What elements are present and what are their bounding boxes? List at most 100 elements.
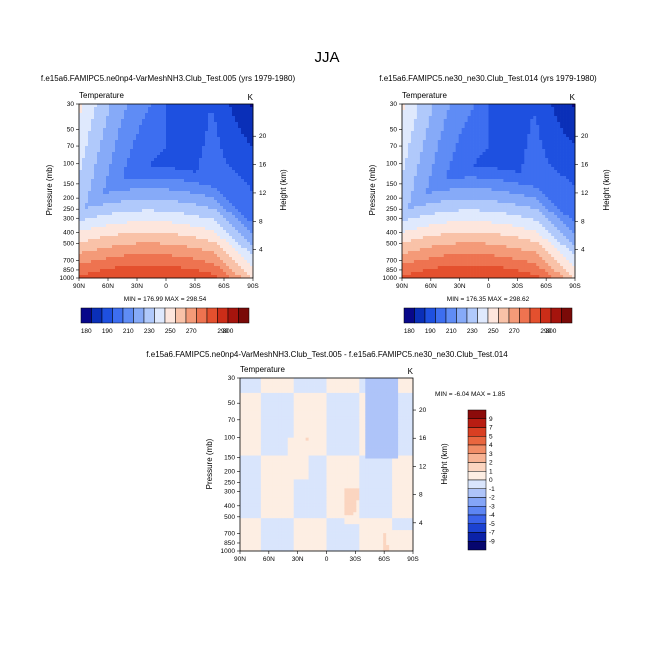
right-contour-cell: [506, 167, 510, 171]
left-contour-cell: [106, 224, 110, 228]
right-contour-cell: [500, 131, 504, 135]
left-contour-cell: [247, 251, 251, 255]
left-contour-cell: [118, 242, 122, 246]
right-contour-cell: [545, 173, 549, 177]
left-contour-cell: [157, 155, 161, 159]
right-contour-cell: [548, 167, 552, 171]
left-contour-cell: [184, 233, 188, 237]
left-contour-cell: [85, 266, 89, 270]
right-contour-cell: [434, 116, 439, 120]
left-contour-cell: [238, 191, 242, 195]
left-contour-cell: [229, 110, 233, 114]
left-contour-cell: [205, 218, 209, 222]
left-contour-cell: [160, 272, 164, 276]
left-contour-cell: [202, 260, 206, 264]
left-contour-cell: [175, 242, 179, 246]
left-contour-cell: [130, 146, 134, 150]
left-contour-cell: [199, 200, 203, 204]
right-contour-cell: [404, 125, 409, 129]
right-contour-cell: [452, 128, 457, 132]
left-contour-cell: [124, 104, 128, 108]
left-contour-cell: [175, 254, 179, 258]
left-contour-cell: [217, 203, 221, 207]
left-contour-cell: [151, 134, 155, 138]
right-contour-cell: [434, 107, 439, 111]
left-contour-cell: [79, 224, 83, 228]
left-contour-cell: [184, 179, 188, 183]
left-contour-cell: [226, 158, 230, 162]
right-contour-cell: [533, 107, 537, 111]
right-contour-cell: [566, 164, 570, 168]
right-contour-cell: [503, 161, 507, 165]
left-contour-cell: [214, 239, 218, 243]
left-contour-cell: [202, 122, 206, 126]
left-contour-cell: [193, 164, 197, 168]
left-contour-cell: [244, 194, 248, 198]
right-contour-cell: [407, 173, 412, 177]
left-contour-cell: [91, 185, 95, 189]
right-contour-cell: [557, 113, 561, 117]
left-contour-cell: [181, 200, 185, 204]
right-contour-cell: [503, 176, 507, 180]
left-contour-cell: [169, 173, 173, 177]
right-contour-cell: [419, 107, 424, 111]
left-contour-cell: [160, 167, 164, 171]
left-contour-cell: [199, 191, 203, 195]
left-contour-cell: [79, 275, 83, 279]
right-contour-cell: [458, 140, 462, 144]
right-contour-cell: [467, 107, 471, 111]
left-contour-cell: [178, 170, 182, 174]
left-contour-cell: [157, 182, 161, 186]
left-contour-cell: [130, 191, 134, 195]
right-contour-cell: [494, 104, 498, 108]
left-contour-cell: [190, 155, 194, 159]
left-contour-cell: [250, 191, 254, 195]
left-contour-cell: [196, 122, 200, 126]
left-contour-cell: [226, 209, 230, 213]
left-contour-cell: [160, 104, 164, 108]
right-contour-cell: [422, 128, 427, 132]
left-contour-cell: [106, 200, 110, 204]
left-contour-cell: [100, 197, 104, 201]
left-contour-cell: [199, 221, 203, 225]
left-contour-cell: [196, 161, 200, 165]
left-contour-cell: [184, 266, 188, 270]
left-contour-cell: [133, 173, 137, 177]
left-contour-cell: [166, 158, 170, 162]
left-contour-cell: [157, 137, 161, 141]
right-contour-cell: [542, 176, 546, 180]
right-contour-cell: [527, 176, 531, 180]
left-contour-cell: [229, 188, 233, 192]
left-contour-cell: [127, 221, 131, 225]
right-contour-cell: [410, 137, 415, 141]
right-contour-cell: [402, 131, 406, 135]
left-contour-cell: [172, 233, 176, 237]
right-contour-cell: [566, 143, 570, 147]
right-contour-cell: [545, 107, 549, 111]
left-contour-cell: [223, 233, 227, 237]
left-contour-cell: [178, 137, 182, 141]
left-contour-cell: [214, 227, 218, 231]
left-contour-cell: [91, 176, 95, 180]
left-contour-cell: [196, 143, 200, 147]
left-contour-cell: [154, 218, 158, 222]
right-contour-cell: [455, 173, 460, 177]
left-contour-cell: [112, 131, 116, 135]
left-contour-cell: [109, 104, 113, 108]
right-contour-cell: [560, 122, 564, 126]
right-contour-cell: [569, 104, 573, 108]
right-contour-cell: [431, 149, 436, 153]
left-contour-cell: [121, 242, 125, 246]
left-contour-cell: [220, 218, 224, 222]
right-contour-cell: [446, 116, 451, 120]
left-contour-cell: [97, 104, 101, 108]
right-contour-cell: [515, 107, 519, 111]
right-contour-cell: [476, 152, 480, 156]
left-contour-cell: [97, 212, 101, 216]
left-contour-cell: [148, 269, 152, 273]
left-contour-cell: [112, 110, 116, 114]
left-contour-cell: [145, 104, 149, 108]
left-contour-cell: [175, 206, 179, 210]
left-contour-cell: [103, 245, 107, 249]
left-contour-cell: [211, 104, 215, 108]
